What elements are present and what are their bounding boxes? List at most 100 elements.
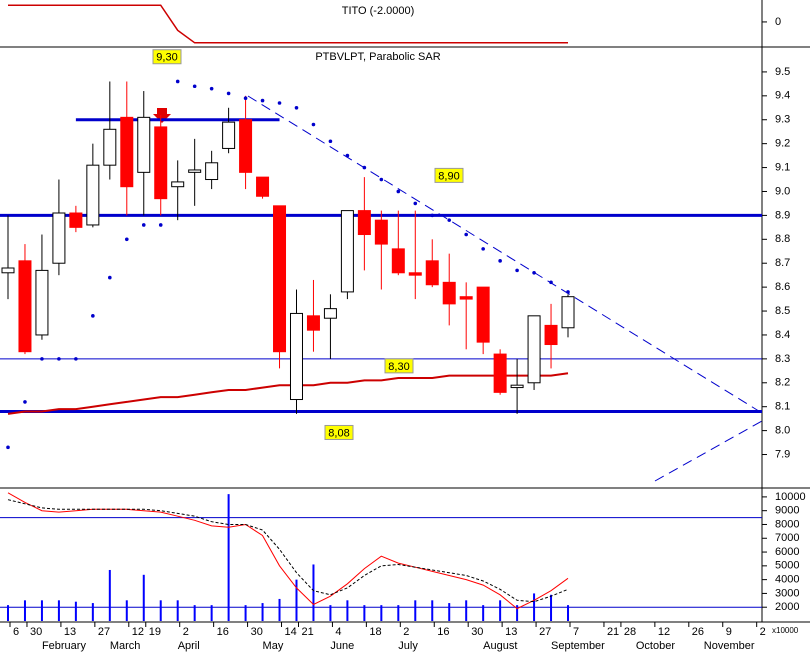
sar-dot	[91, 314, 95, 318]
sar-dot	[226, 91, 231, 96]
volume-bar	[397, 605, 400, 621]
sar-dot	[40, 357, 44, 361]
y-tick-label: 7000	[775, 532, 799, 544]
candle-body	[171, 181, 185, 188]
candle-body	[527, 315, 541, 384]
candle-body	[561, 296, 575, 329]
candle-body	[86, 164, 100, 226]
x-tick-label: 30	[251, 626, 263, 638]
y-tick-label: 7.9	[775, 448, 790, 460]
signal-arrow	[153, 108, 171, 123]
volume-bar	[414, 600, 417, 621]
sar-dot	[141, 223, 146, 227]
y-tick-label: 9.2	[775, 138, 790, 150]
volume-bar	[57, 600, 60, 621]
y-tick-label: 8.7	[775, 257, 790, 269]
month-label: April	[178, 640, 200, 652]
x-tick-label: 9	[726, 626, 732, 638]
candle-body	[408, 272, 422, 276]
y-tick-label: 8.0	[775, 425, 790, 437]
y-tick-label: 8.9	[775, 209, 790, 221]
indicator-line	[8, 4, 568, 44]
candle-body	[510, 384, 524, 389]
y-tick-label: 3000	[775, 587, 799, 599]
volume-bar	[380, 605, 383, 621]
moving-average	[7, 372, 569, 415]
month-label: March	[110, 640, 141, 652]
month-label: October	[636, 640, 675, 652]
sar-dot	[396, 189, 401, 194]
sar-dot	[124, 237, 129, 242]
sar-dot	[192, 84, 197, 89]
sar-dot	[464, 232, 468, 237]
sar-dot	[549, 280, 553, 285]
y-tick-label: 9.4	[775, 90, 790, 102]
sar-dot	[108, 275, 112, 280]
indicator-title: TITO (-2.0000)	[342, 5, 415, 17]
level-label: 8,08	[328, 427, 349, 439]
volume-bar	[7, 605, 9, 621]
level-label: 8,30	[388, 361, 409, 373]
candle-body	[120, 116, 134, 188]
y-tick-label: 2000	[775, 601, 799, 613]
candle-body	[69, 212, 83, 228]
x-tick-label: 6	[13, 626, 19, 638]
sar-dot	[23, 400, 27, 404]
candle-body	[52, 212, 66, 264]
x-tick-label: 18	[369, 626, 381, 638]
level-label-box	[434, 167, 464, 183]
x-tick-label: 16	[217, 626, 229, 638]
y-tick-label: 9000	[775, 505, 799, 517]
candle-body	[323, 308, 337, 319]
level-label: 8,90	[438, 170, 459, 182]
level-label-box	[384, 358, 414, 374]
candle-body	[459, 296, 473, 300]
x-tick-label: 26	[692, 626, 704, 638]
x-tick-label: 30	[471, 626, 483, 638]
candle-body	[493, 353, 507, 393]
month-label: July	[398, 640, 418, 652]
y-tick-label: 6000	[775, 546, 799, 558]
y-tick-label: 4000	[775, 574, 799, 586]
candle-body	[442, 281, 456, 305]
level-label-box	[152, 49, 182, 65]
y-tick-label: 8.3	[775, 353, 790, 365]
y-tick-label: 8.2	[775, 377, 790, 389]
candle-body	[425, 260, 439, 286]
candle-body	[391, 248, 405, 274]
sar-dot	[311, 122, 316, 127]
x-tick-label: 2	[403, 626, 409, 638]
volume-bar	[91, 603, 94, 621]
candle-body	[239, 119, 253, 173]
x-tick-label: 27	[539, 626, 551, 638]
y-tick-label: 9.0	[775, 185, 790, 197]
sar-dot	[566, 290, 570, 294]
x-tick-label: 14	[285, 626, 297, 638]
sar-dot	[158, 223, 163, 227]
x-tick-label: 12	[132, 626, 144, 638]
volume-bar	[74, 601, 77, 621]
candle-body	[273, 205, 287, 353]
volume-bar	[227, 494, 230, 621]
sar-dot	[57, 357, 61, 361]
volume-bar	[431, 600, 434, 621]
sar-dot	[260, 98, 265, 103]
candle-body	[205, 162, 219, 181]
y-tick-label: 9.5	[775, 66, 790, 78]
y-tick-label: 0	[775, 16, 781, 28]
sar-dot	[362, 165, 367, 170]
sar-dot	[243, 96, 248, 101]
volume-bar	[363, 605, 366, 621]
candle-body	[137, 116, 151, 173]
y-tick-label: 10000	[775, 491, 806, 503]
candle-body	[154, 126, 168, 200]
unit-label: x10000	[772, 626, 799, 635]
candle-body	[476, 286, 490, 343]
y-tick-label: 8.5	[775, 305, 790, 317]
sar-dot	[430, 213, 435, 218]
candle-body	[103, 128, 117, 166]
volume-bar	[210, 605, 213, 621]
y-tick-label: 8.6	[775, 281, 790, 293]
trend-line	[654, 420, 763, 482]
